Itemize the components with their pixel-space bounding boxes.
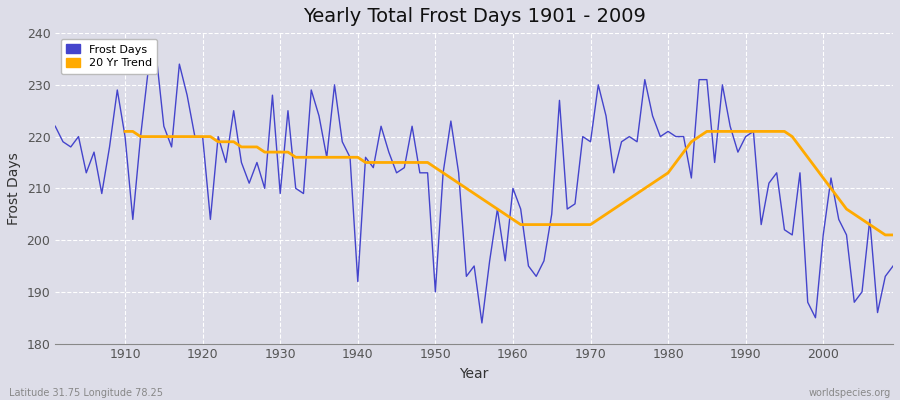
Frost Days — [50, 124, 60, 129]
20 Yr Trend — [120, 129, 130, 134]
20 Yr Trend — [825, 186, 836, 191]
Line: 20 Yr Trend: 20 Yr Trend — [125, 132, 893, 235]
Text: worldspecies.org: worldspecies.org — [809, 388, 891, 398]
20 Yr Trend — [516, 222, 526, 227]
Frost Days — [112, 88, 122, 92]
Y-axis label: Frost Days: Frost Days — [7, 152, 21, 225]
20 Yr Trend — [887, 232, 898, 237]
Frost Days — [291, 186, 302, 191]
Frost Days — [516, 207, 526, 212]
Title: Yearly Total Frost Days 1901 - 2009: Yearly Total Frost Days 1901 - 2009 — [302, 7, 645, 26]
20 Yr Trend — [267, 150, 278, 154]
Text: Latitude 31.75 Longitude 78.25: Latitude 31.75 Longitude 78.25 — [9, 388, 163, 398]
Frost Days — [887, 264, 898, 268]
20 Yr Trend — [880, 232, 891, 237]
Frost Days — [616, 139, 627, 144]
X-axis label: Year: Year — [460, 367, 489, 381]
Frost Days — [523, 264, 534, 268]
Frost Days — [150, 51, 161, 56]
Legend: Frost Days, 20 Yr Trend: Frost Days, 20 Yr Trend — [61, 39, 158, 74]
20 Yr Trend — [578, 222, 589, 227]
20 Yr Trend — [849, 212, 859, 217]
Frost Days — [337, 139, 347, 144]
20 Yr Trend — [298, 155, 309, 160]
Line: Frost Days: Frost Days — [55, 54, 893, 323]
Frost Days — [476, 320, 487, 325]
